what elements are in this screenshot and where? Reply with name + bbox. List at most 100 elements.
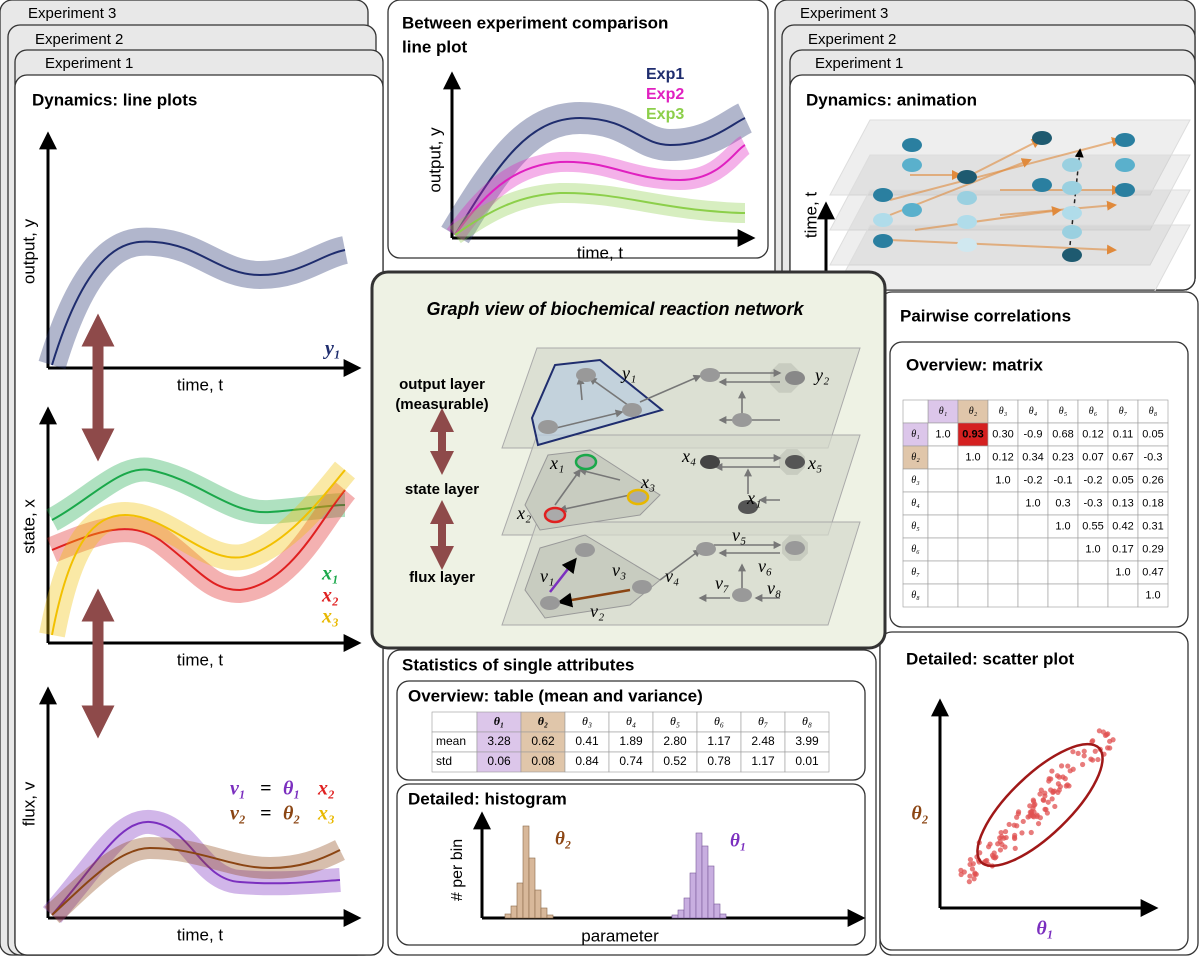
animation-node [957,238,977,252]
node-label: v₃ [612,560,626,580]
node-label: v₇ [715,573,729,593]
animation-node [873,188,893,202]
table-cell [957,514,989,539]
table-value: 0.11 [1113,428,1134,440]
legend-entry: x₁ [321,563,339,585]
table-value: 1.0 [965,451,980,463]
panel-title: Detailed: histogram [408,789,567,808]
table-value: 0.84 [575,754,599,768]
network-node [732,588,752,602]
scatter-point [1063,783,1069,789]
table-value: 0.06 [487,754,511,768]
network-edge [557,588,631,608]
animation-panel [789,74,1196,291]
table-cell [987,491,1019,516]
y-axis-label: time, t [801,192,820,239]
scatter-point [1107,738,1113,744]
table-cell [927,560,959,585]
legend-entry: Exp2 [646,86,684,103]
table-cell [927,491,959,516]
curve [51,469,346,636]
legend-entry: v₂ [230,803,246,825]
node-label: y₂ [813,365,829,385]
table-value: 0.13 [1112,497,1133,509]
scatter-point [987,841,993,847]
histogram-bar [540,907,548,919]
panel-title: Graph view of biochemical reaction netwo… [426,299,804,319]
histogram-bar [510,905,518,919]
scatter-point [1006,821,1012,828]
animation-node [957,191,977,205]
scatter-point [998,829,1004,836]
y-axis-label: output, y [425,127,444,193]
histogram-bar [528,857,536,919]
legend-entry: x₂ [317,778,335,800]
scatter-point [1105,745,1111,751]
table-value: 0.47 [1142,566,1163,578]
animation-node [957,170,977,184]
scatter-point [970,861,976,867]
table-cell [1017,583,1049,608]
scatter-point [1020,818,1026,825]
animation-node [957,215,977,229]
row-header: θ₂ [911,452,920,463]
table-cell [1047,537,1079,562]
network-edge [588,377,633,409]
network-node [574,453,598,471]
curve [51,489,346,592]
table-value: 3.28 [487,734,511,748]
table-cell [1017,537,1049,562]
y-axis-label: θ₂ [911,803,928,825]
curve [51,468,346,521]
scatter-point [1075,750,1081,756]
table-cell [957,468,989,493]
scatter-point [1081,748,1087,754]
table-value: 1.0 [1025,497,1040,509]
node-label: v₄ [665,566,679,586]
node-label: y₁ [620,363,636,383]
x-axis-label: time, t [177,925,224,944]
column-header: θ₅ [1059,406,1068,417]
animation-node [1062,225,1082,239]
scatter-point [1052,803,1058,810]
scatter-point [1095,756,1101,763]
curve [51,846,341,916]
column-header: θ₈ [802,714,812,728]
table-value: 2.80 [663,734,687,748]
table-cell [927,445,959,470]
animation-node [1062,206,1082,220]
column-header: θ₇ [1119,406,1128,417]
curve [454,116,746,236]
histogram-bar [546,914,554,919]
network-node [632,580,652,594]
table-value: 1.0 [1055,520,1070,532]
scatter-point [1081,753,1087,759]
legend-entry: θ₂ [283,803,300,825]
column-header: θ₂ [538,714,548,728]
animation-node [1115,183,1135,197]
histogram-bar [677,909,685,919]
legend-entry: x₃ [317,803,335,825]
tab-label: Experiment 3 [800,5,888,22]
table-value: -0.2 [1024,474,1043,486]
table-value: 0.68 [1052,428,1073,440]
scatter-point [1035,820,1042,827]
table-cell [927,583,959,608]
network-node [540,596,560,610]
scatter-point [1002,844,1008,850]
table-value: 0.01 [795,754,819,768]
legend-entry: = [260,803,271,825]
table-value: 0.23 [1052,451,1073,463]
scatter-point [1055,781,1061,787]
network-node [626,488,650,506]
animation-edge [999,200,1117,216]
column-header: θ₇ [758,714,768,728]
scatter-point [1012,845,1018,851]
row-header: mean [436,734,466,748]
panel-title: Statistics of single attributes [402,655,634,674]
table-value: -0.2 [1084,474,1103,486]
table-value: 2.48 [751,734,775,748]
node-label: x₅ [807,453,822,473]
scatter-point [1096,728,1102,734]
histogram-bar [522,825,530,919]
